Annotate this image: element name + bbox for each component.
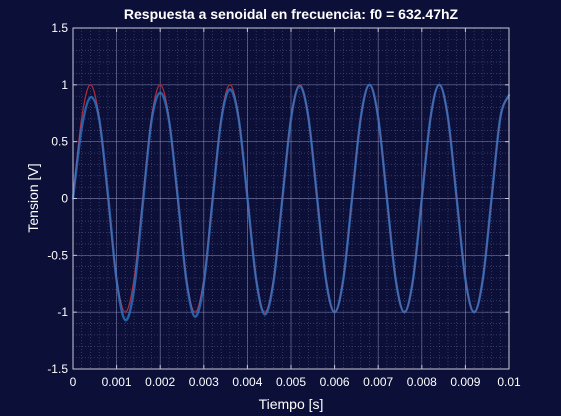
x-tick-label: 0.001: [102, 375, 132, 389]
x-tick-label: 0.002: [145, 375, 175, 389]
x-tick-label: 0.004: [232, 375, 262, 389]
y-tick-label: 0: [61, 192, 68, 206]
series-line-2: [71, 83, 511, 322]
series-layer: [71, 83, 511, 322]
chart-title: Respuesta a senoidal en frecuencia: f0 =…: [124, 6, 459, 22]
y-tick-label: -1.5: [47, 362, 68, 376]
y-tick-label: -1: [57, 305, 68, 319]
x-tick-label: 0.008: [407, 375, 437, 389]
y-axis-label: Tension [V]: [25, 163, 41, 232]
x-tick-label: 0.005: [276, 375, 306, 389]
y-tick-label: 1.5: [51, 21, 68, 35]
y-tick-label: 0.5: [51, 135, 68, 149]
x-tick-label: 0.003: [189, 375, 219, 389]
x-tick-label: 0.006: [320, 375, 350, 389]
x-tick-label: 0.01: [497, 375, 521, 389]
y-tick-labels: -1.5 -1 -0.5 0 0.5 1 1.5: [47, 21, 68, 376]
x-tick-labels: 0 0.001 0.002 0.003 0.004 0.005 0.006 0.007 0.00…: [70, 375, 521, 389]
x-tick-label: 0: [70, 375, 77, 389]
x-tick-label: 0.009: [450, 375, 480, 389]
y-tick-label: -0.5: [47, 248, 68, 262]
y-tick-label: 1: [61, 78, 68, 92]
x-axis-label: Tiempo [s]: [259, 396, 324, 412]
tick-marks: [72, 27, 510, 370]
x-tick-label: 0.007: [363, 375, 393, 389]
